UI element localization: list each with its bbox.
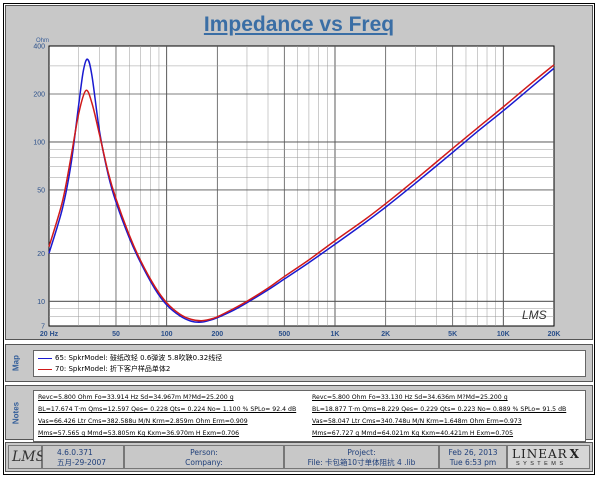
footer-version-cell: 4.6.0.371 五月-29-2007	[42, 445, 124, 469]
version-text: 4.6.0.371	[57, 448, 93, 457]
x-tick-label: 200	[211, 331, 223, 338]
project-label: Project:	[347, 448, 376, 457]
note-left-4: Mms=57.565 g Mmd=53.805m Kg Kxm=36.970m …	[38, 430, 240, 437]
y-tick-label: 20	[37, 251, 45, 258]
footer-person-cell: Person: Company:	[124, 445, 284, 469]
y-tick-label: 7	[41, 324, 45, 331]
notes-label: Notes	[11, 401, 21, 424]
map-swatch-2	[38, 368, 52, 370]
note-right-4: Mms=67.727 g Mmd=64.021m Kg Kxm=40.421m …	[312, 430, 514, 437]
y-tick-label: 100	[33, 139, 45, 146]
footer-brand-cell: LINEAR X S Y S T E M S	[507, 445, 590, 469]
map-label-area: Map	[6, 345, 26, 381]
lms-watermark: LMS	[522, 308, 547, 322]
file-label: File: 卡包箱10寸单体阻抗 4 .lib	[307, 458, 416, 467]
note-right-3: Vas=58.047 Ltr Cms=340.748u M/N Krm=1.64…	[312, 418, 522, 425]
y-tick-label: 400	[33, 44, 45, 51]
note-left-2: BL=17.674 T·m Qms=12.597 Qes= 0.228 Qts=…	[38, 406, 297, 413]
footer-project-cell: Project: File: 卡包箱10寸单体阻抗 4 .lib	[284, 445, 439, 469]
note-right-1: Revc=5.800 Ohm Fo=33.130 Hz Sd=34.636m M…	[312, 394, 508, 401]
brand-main-text: LINEAR	[512, 447, 568, 461]
map-swatch-1	[38, 357, 52, 359]
y-tick-label: 50	[37, 187, 45, 194]
x-tick-label: 100	[161, 331, 173, 338]
y-tick-label: 200	[33, 91, 45, 98]
map-entry-2: 70: SpkrModel: 折下客户样品单体2	[38, 364, 170, 374]
footer-date-cell: Feb 26, 2013 Tue 6:53 pm	[439, 445, 507, 469]
footer: LMS 4.6.0.371 五月-29-2007 Person: Company…	[5, 442, 593, 472]
chart-title: Impedance vs Freq	[203, 13, 395, 36]
map-entry-2-text: 70: SpkrModel: 折下客户样品单体2	[55, 365, 171, 373]
note-right-2: BL=18.877 T·m Qms=8.229 Qes= 0.229 Qts= …	[312, 406, 567, 413]
map-entry-1-text: 65: SpkrModel: 鼓纸改轻 0.6弹波 5.8吹鞅0.32线径	[55, 354, 223, 362]
y-axis-label: Ohm	[36, 38, 49, 44]
map-entry-1: 65: SpkrModel: 鼓纸改轻 0.6弹波 5.8吹鞅0.32线径	[38, 353, 222, 363]
x-tick-label: 50	[112, 331, 120, 338]
brand-sub: S Y S T E M S	[516, 461, 565, 467]
x-tick-label: 2K	[381, 331, 390, 338]
map-band: Map 65: SpkrModel: 鼓纸改轻 0.6弹波 5.8吹鞅0.32线…	[5, 344, 593, 382]
map-label: Map	[11, 355, 21, 371]
x-tick-label: 5K	[448, 331, 457, 338]
company-label: Company:	[185, 458, 223, 467]
x-tick-label: 10K	[497, 331, 510, 338]
person-label: Person:	[190, 448, 218, 457]
plot-area	[48, 45, 555, 327]
series-line-1	[48, 58, 555, 323]
x-tick-label: 500	[278, 331, 290, 338]
brand-x: X	[569, 447, 580, 461]
notes-label-area: Notes	[6, 386, 26, 439]
series-line-2	[48, 64, 555, 322]
map-legend: 65: SpkrModel: 鼓纸改轻 0.6弹波 5.8吹鞅0.32线径 70…	[33, 350, 586, 377]
x-tick-label: 20 Hz	[40, 331, 59, 338]
series-group	[48, 58, 555, 323]
brand-main: LINEAR X	[512, 447, 580, 461]
footer-date: Feb 26, 2013	[448, 448, 498, 457]
x-tick-label: 20K	[548, 331, 561, 338]
footer-time: Tue 6:53 pm	[449, 458, 497, 467]
notes-box: Revc=5.800 Ohm Fo=33.914 Hz Sd=34.967m M…	[33, 390, 586, 442]
note-left-1: Revc=5.800 Ohm Fo=33.914 Hz Sd=34.967m M…	[38, 394, 234, 401]
footer-lms-logo: LMS	[12, 449, 46, 465]
impedance-chart: 20 Hz 50 100 200 500 1K 2K 5K 10K 20K 7 10 20 50 100 20…	[33, 38, 560, 339]
tick-labels: 20 Hz 50 100 200 500 1K 2K 5K 10K 20K 7 10 20 50 100 20…	[33, 44, 560, 339]
plot-panel: Impedance vs Freq 20 Hz 50 100 200 500 1K 2K 5K…	[5, 5, 593, 340]
y-tick-label: 10	[37, 299, 45, 306]
x-tick-label: 1K	[331, 331, 340, 338]
footer-logo-cell: LMS	[8, 445, 46, 469]
version-date: 五月-29-2007	[57, 458, 107, 467]
grid-lines	[49, 46, 554, 326]
notes-band: Notes Revc=5.800 Ohm Fo=33.914 Hz Sd=34.…	[5, 385, 593, 442]
note-left-3: Vas=66.426 Ltr Cms=382.588u M/N Krm=2.85…	[38, 418, 248, 425]
